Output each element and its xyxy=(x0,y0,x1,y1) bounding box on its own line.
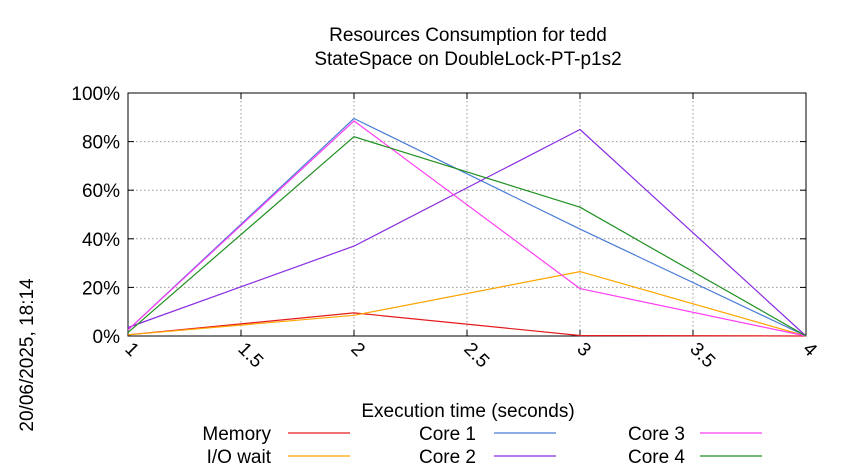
y-tick-label: 80% xyxy=(82,133,120,154)
series-line-i-o-wait xyxy=(127,271,807,337)
legend-label-i-o-wait: I/O wait xyxy=(207,447,272,468)
chart-title: Resources Consumption for tedd xyxy=(329,25,607,46)
legend-label-core-1: Core 1 xyxy=(419,424,476,445)
legend-label-core-4: Core 4 xyxy=(628,447,685,468)
x-tick-label: 3.5 xyxy=(685,339,719,373)
y-tick-label: 60% xyxy=(82,181,120,202)
legend-label-core-2: Core 2 xyxy=(419,447,476,468)
legend-label-core-3: Core 3 xyxy=(628,424,685,445)
legend-label-memory: Memory xyxy=(202,424,271,445)
y-tick-label: 40% xyxy=(82,230,120,251)
y-axis-ticks: 0% 20% 40% 60% 80% 100% xyxy=(71,84,806,348)
x-tick-label: 2.5 xyxy=(459,339,493,373)
y-tick-label: 100% xyxy=(71,84,120,105)
timestamp-label: 20/06/2025, 18:14 xyxy=(17,278,38,432)
series-line-core-3 xyxy=(127,120,807,337)
x-tick-label: 1 xyxy=(120,339,142,361)
series-line-memory xyxy=(127,312,807,337)
chart-subtitle: StateSpace on DoubleLock-PT-p1s2 xyxy=(314,49,621,70)
grid-lines xyxy=(127,92,807,337)
series-line-core-4 xyxy=(127,136,807,337)
series-line-core-2 xyxy=(127,128,807,337)
x-tick-label: 4 xyxy=(798,339,821,362)
series-line-core-1 xyxy=(127,117,807,337)
y-tick-label: 0% xyxy=(93,327,121,348)
series-lines xyxy=(127,117,807,337)
x-tick-label: 3 xyxy=(572,339,594,361)
x-tick-label: 2 xyxy=(346,339,368,361)
y-tick-label: 20% xyxy=(82,278,120,299)
x-tick-label: 1.5 xyxy=(233,339,267,373)
x-axis-ticks: 1 1.5 2 2.5 3 3.5 4 xyxy=(120,93,821,372)
x-axis-label: Execution time (seconds) xyxy=(361,401,574,422)
